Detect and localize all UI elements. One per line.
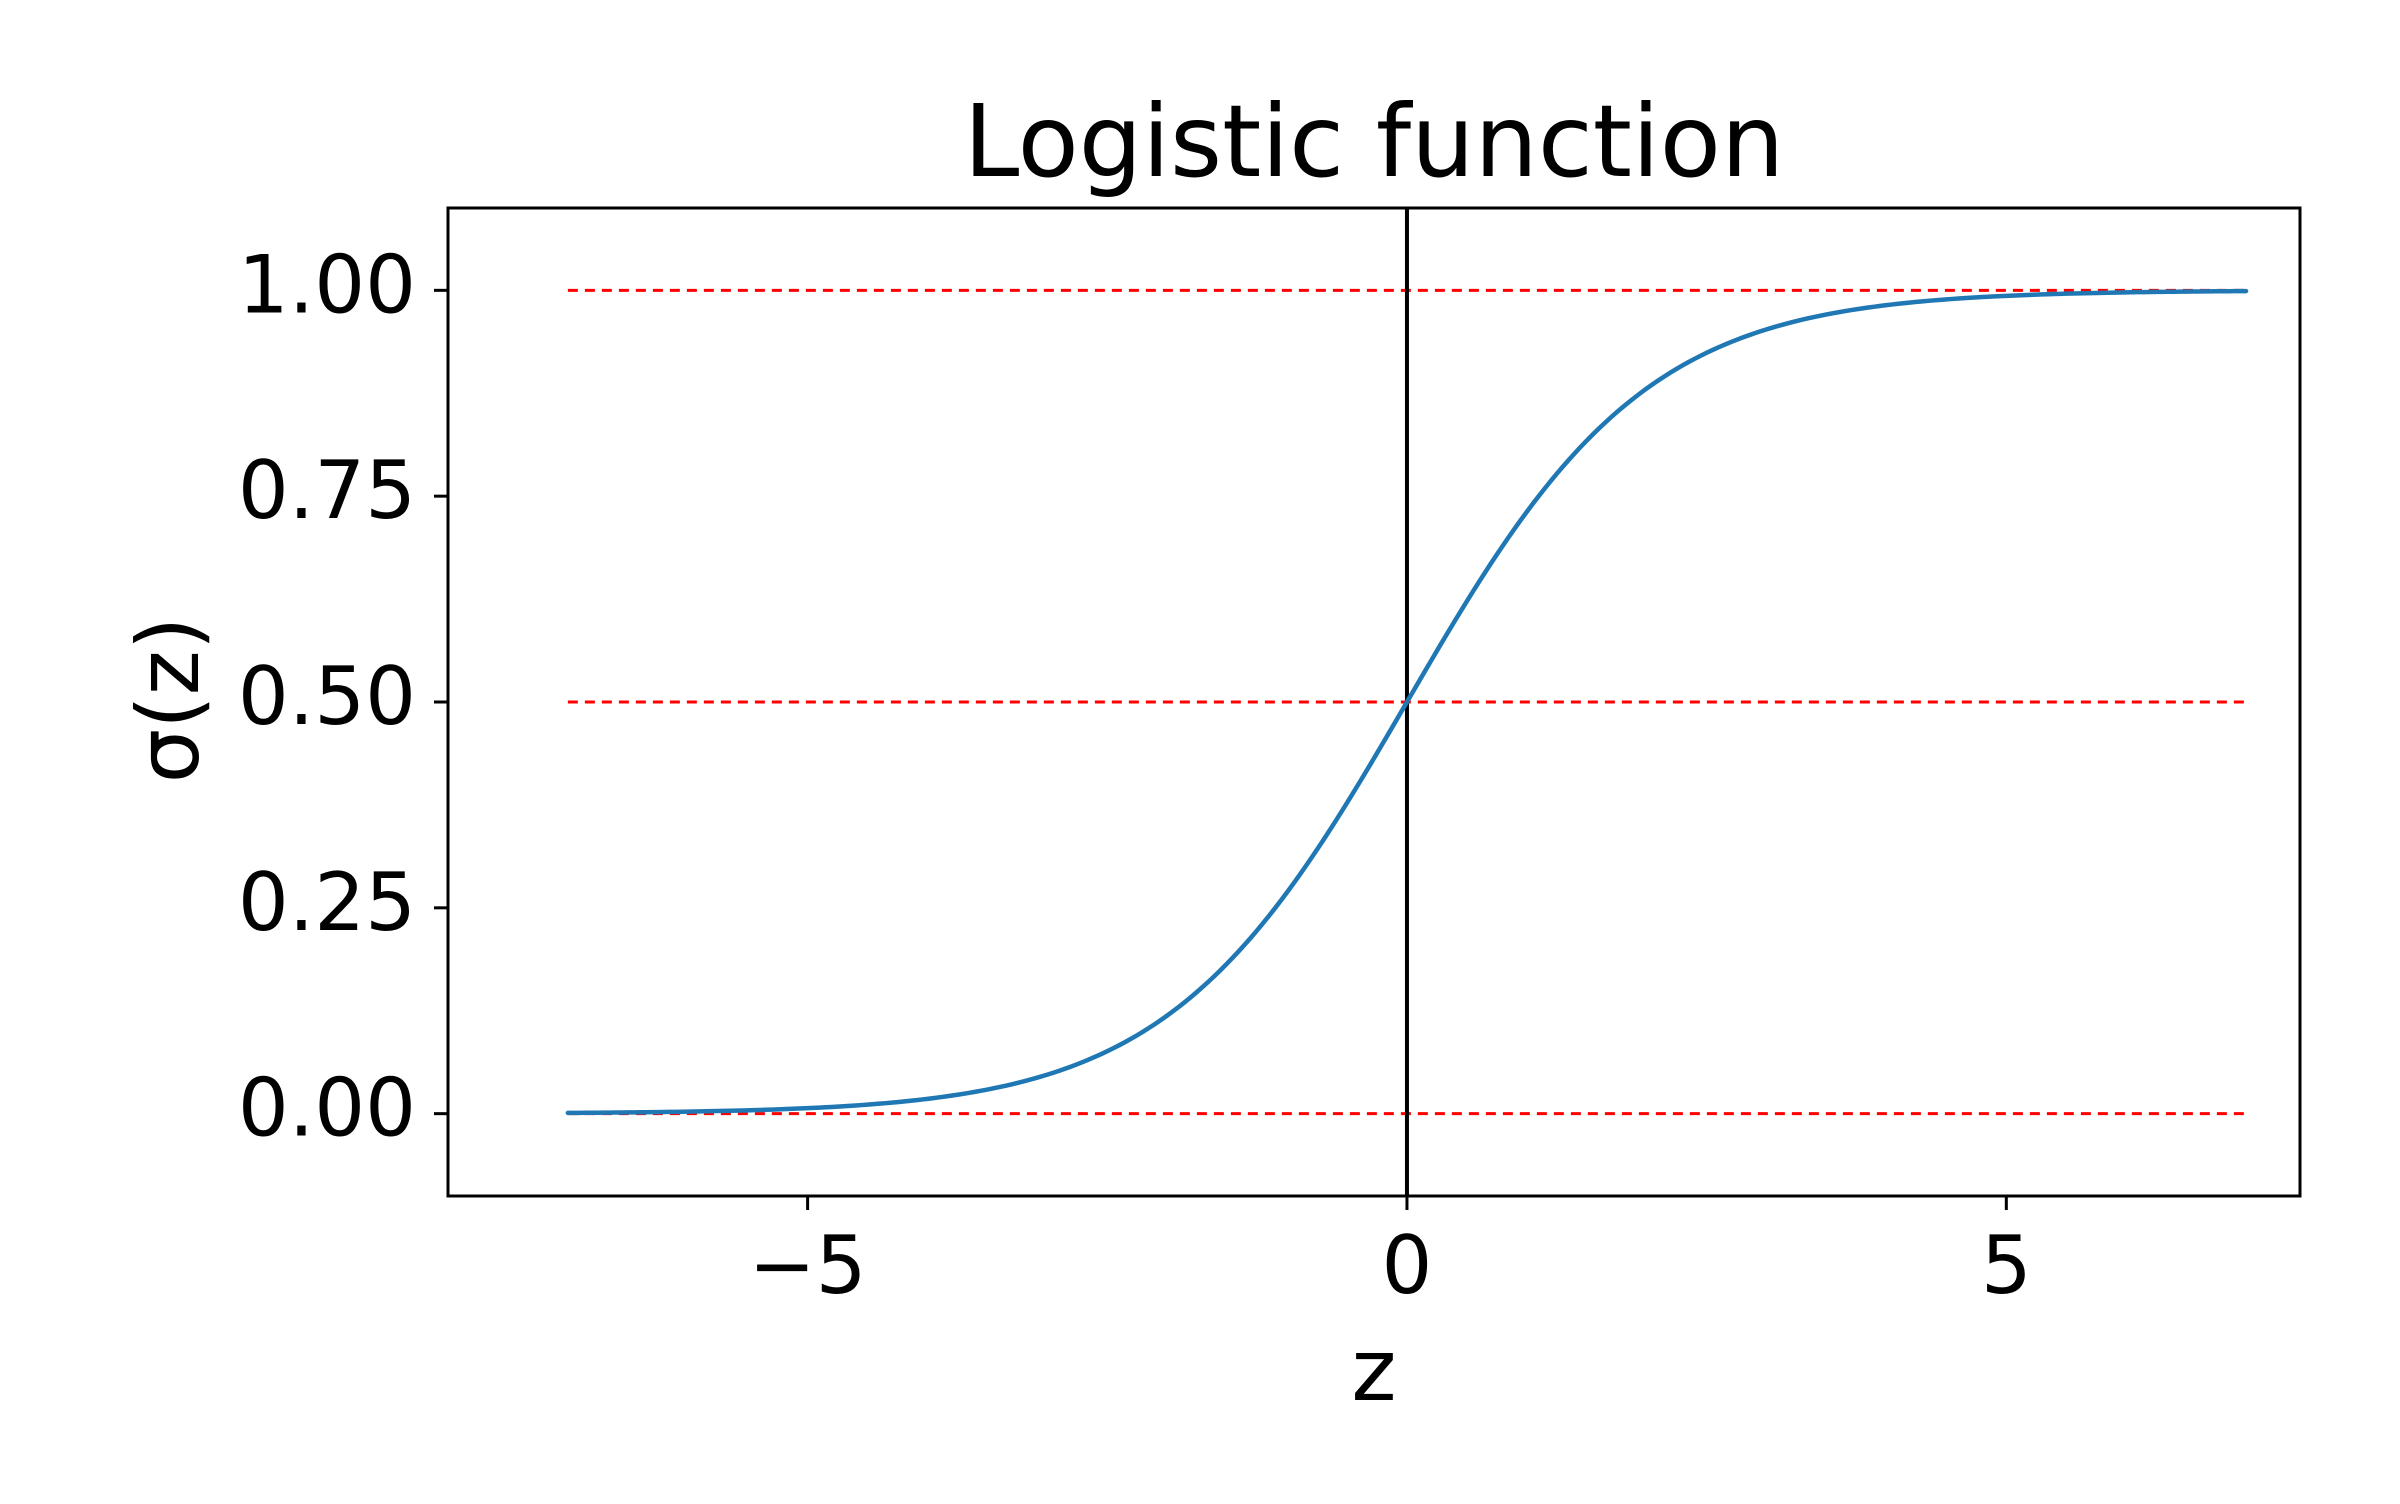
y-tick-label-1: 0.25 bbox=[238, 856, 416, 949]
logistic-curve bbox=[565, 288, 2249, 1116]
y-axis-ticks: 0.00 0.25 0.50 0.75 1.00 bbox=[238, 238, 448, 1155]
y-tick-label-2: 0.50 bbox=[238, 650, 416, 743]
plot-frame bbox=[446, 206, 2302, 1198]
chart-title: Logistic function bbox=[964, 83, 1785, 200]
y-axis-label: σ(z) bbox=[119, 617, 219, 784]
plot-area bbox=[565, 208, 2249, 1196]
x-tick-label-0: −5 bbox=[749, 1219, 867, 1312]
x-tick-label-1: 0 bbox=[1382, 1219, 1433, 1312]
x-axis-ticks: −5 0 5 bbox=[749, 1196, 2032, 1312]
y-tick-label-4: 1.00 bbox=[238, 238, 416, 331]
y-tick-label-3: 0.75 bbox=[238, 444, 416, 537]
x-axis-label: z bbox=[1351, 1321, 1396, 1421]
x-tick-label-2: 5 bbox=[1981, 1219, 2032, 1312]
y-tick-label-0: 0.00 bbox=[238, 1062, 416, 1155]
